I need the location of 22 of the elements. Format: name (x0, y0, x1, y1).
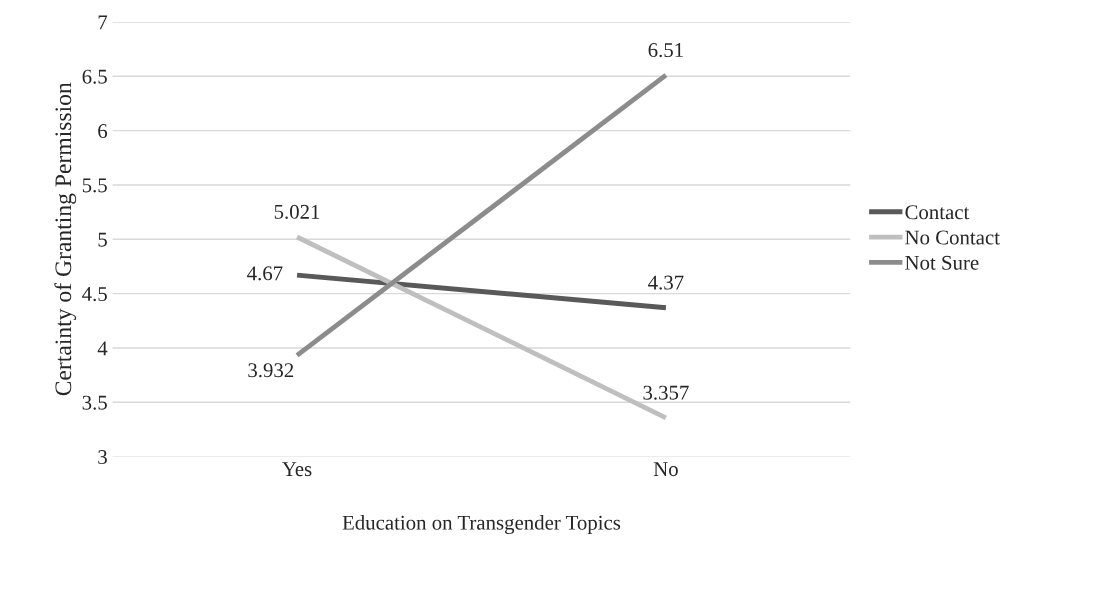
y-tick-label: 5 (98, 232, 107, 247)
data-label: 3.357 (643, 385, 689, 400)
data-label: 4.37 (648, 275, 684, 290)
legend-label: Not Sure (905, 255, 979, 270)
y-tick-label: 6.5 (82, 69, 107, 84)
y-axis-title: Certainty of Granting Permission (54, 82, 77, 396)
y-tick-label: 6 (98, 124, 108, 139)
y-tick-label: 4 (97, 341, 108, 356)
data-label: 3.932 (248, 363, 294, 378)
x-axis-title: Education on Transgender Topics (342, 515, 621, 535)
legend-label: No Contact (905, 230, 1000, 245)
data-label: 6.51 (648, 43, 683, 58)
data-label: 4.67 (247, 266, 283, 281)
y-tick-label: 3 (98, 450, 107, 465)
legend-label: Contact (905, 205, 970, 220)
data-label: 5.021 (274, 204, 320, 219)
y-tick-label: 7 (98, 15, 108, 30)
x-tick-label: Yes (282, 462, 312, 477)
y-tick-label: 4.5 (82, 287, 107, 302)
y-tick-label: 5.5 (82, 178, 107, 193)
x-tick-label: No (653, 462, 678, 477)
y-tick-label: 3.5 (82, 395, 107, 410)
